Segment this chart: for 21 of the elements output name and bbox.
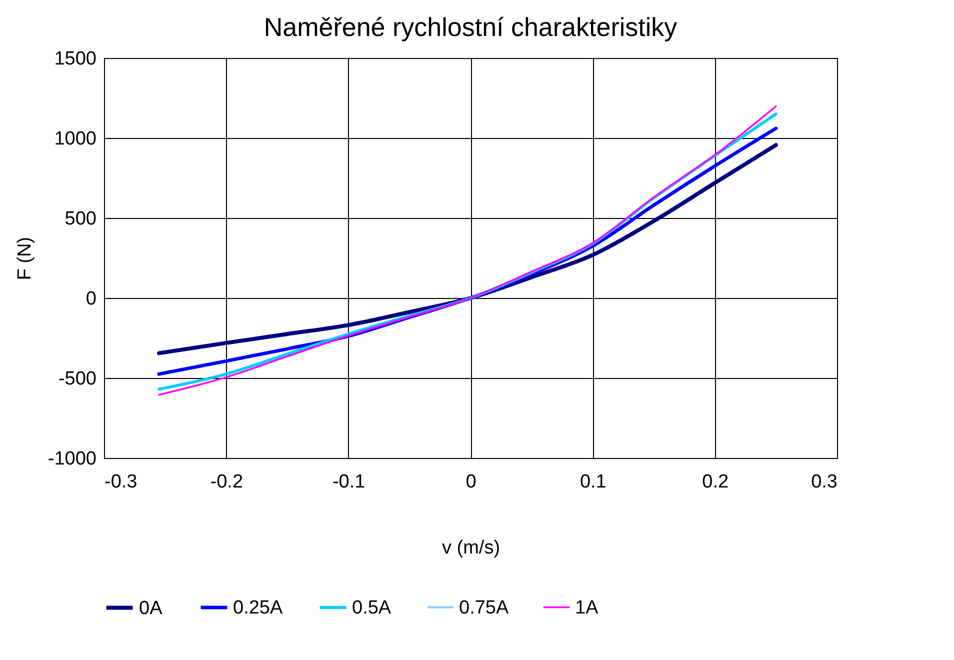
y-axis-title: F (N) — [14, 236, 36, 280]
y-tick-label: -500 — [58, 368, 96, 390]
x-tick-label: -0.3 — [104, 472, 138, 492]
x-tick-label: -0.1 — [332, 472, 366, 492]
legend-label: 0.25A — [233, 598, 283, 618]
x-tick-label: -0.2 — [210, 472, 244, 492]
x-tick-label: 0.3 — [811, 472, 838, 492]
y-tick-label: -1000 — [48, 448, 96, 470]
x-tick-label: 0 — [466, 472, 476, 492]
legend-label: 0.5A — [352, 598, 392, 618]
x-axis-title: v (m/s) — [442, 538, 500, 558]
y-tick-label: 1500 — [54, 48, 96, 70]
chart-title: Naměřené rychlostní charakteristiky — [264, 12, 678, 42]
x-tick-label: 0.2 — [702, 472, 729, 492]
y-tick-label: 500 — [64, 208, 96, 230]
y-tick-label: 0 — [86, 288, 96, 310]
legend-label: 0A — [139, 598, 163, 619]
legend-label: 1A — [575, 597, 599, 618]
x-tick-label: 0.1 — [580, 472, 606, 492]
y-tick-label: 1000 — [54, 128, 96, 150]
legend-label: 0.75A — [459, 597, 509, 618]
